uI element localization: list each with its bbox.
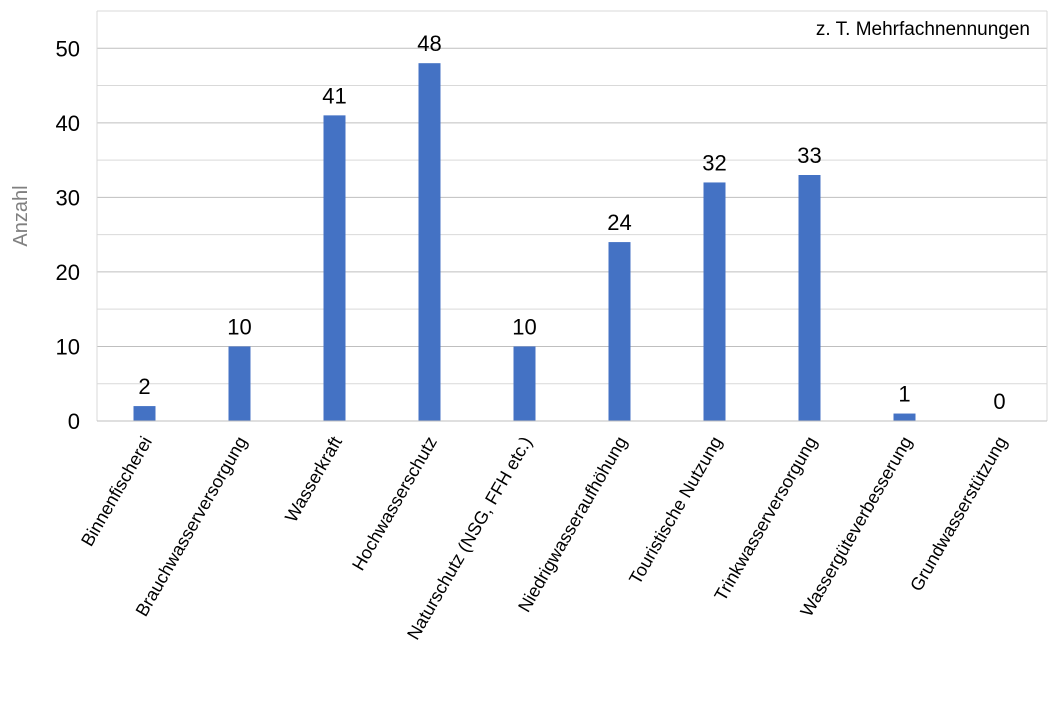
data-label: 1 bbox=[898, 382, 910, 407]
x-tick-label: Binnenfischerei bbox=[77, 433, 156, 550]
data-label: 41 bbox=[322, 83, 346, 108]
x-tick-label: Grundwasserstützung bbox=[906, 433, 1011, 595]
y-tick-label: 10 bbox=[56, 334, 80, 359]
data-label: 2 bbox=[138, 374, 150, 399]
bar bbox=[798, 175, 821, 421]
y-tick-label: 20 bbox=[56, 260, 80, 285]
bar bbox=[228, 346, 251, 421]
data-label: 32 bbox=[702, 150, 726, 175]
data-label: 33 bbox=[797, 143, 821, 168]
y-tick-label: 50 bbox=[56, 36, 80, 61]
y-axis-label: Anzahl bbox=[10, 185, 32, 246]
bar bbox=[513, 346, 536, 421]
x-tick-label: Trinkwasserversorgung bbox=[710, 433, 821, 604]
chart-annotation: z. T. Mehrfachnennungen bbox=[816, 19, 1030, 40]
y-tick-label: 0 bbox=[68, 409, 80, 434]
bar bbox=[418, 63, 441, 421]
x-tick-label: Niedrigwasseraufhöhung bbox=[514, 433, 631, 615]
y-tick-label: 40 bbox=[56, 111, 80, 136]
gridlines bbox=[97, 10, 1047, 385]
x-tick-label: Brauchwasserversorgung bbox=[132, 433, 251, 620]
bar bbox=[703, 182, 726, 421]
y-axis-ticks: 0 10 20 30 40 50 bbox=[56, 36, 80, 434]
bar bbox=[323, 115, 346, 421]
x-tick-label: Touristische Nutzung bbox=[625, 433, 726, 588]
data-label: 24 bbox=[607, 210, 631, 235]
bar bbox=[133, 406, 156, 421]
bar bbox=[608, 242, 631, 421]
bar bbox=[893, 413, 916, 421]
x-tick-label: Wassergüteverbesserung bbox=[796, 433, 916, 620]
x-tick-label: Hochwasserschutz bbox=[348, 433, 441, 574]
bars bbox=[133, 63, 916, 421]
data-label: 10 bbox=[227, 314, 251, 339]
data-label: 0 bbox=[993, 389, 1005, 414]
y-tick-label: 30 bbox=[56, 185, 80, 210]
x-tick-label: Wasserkraft bbox=[281, 433, 346, 526]
data-label: 10 bbox=[512, 314, 536, 339]
data-label: 48 bbox=[417, 31, 441, 56]
